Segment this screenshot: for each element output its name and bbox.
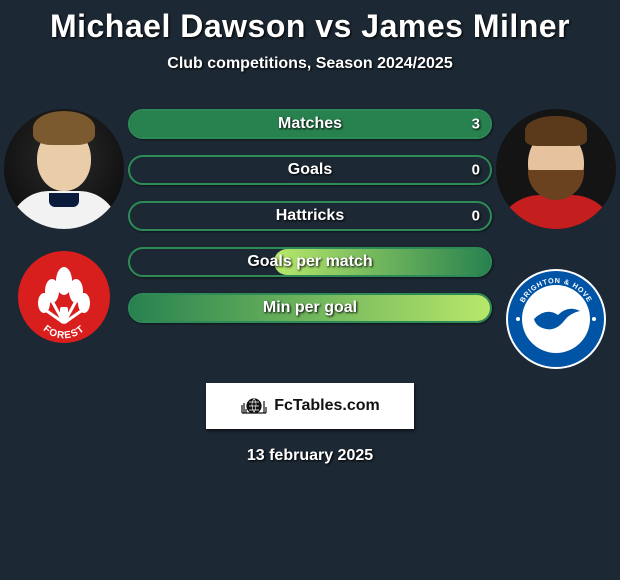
stats-column: Matches 3 Goals 0 Hattricks 0 Goals per match M…	[124, 103, 496, 339]
team-left-badge: FOREST	[18, 251, 110, 343]
team-right-badge: BRIGHTON & HOVE ALBION	[506, 269, 606, 369]
fctables-logo-icon	[240, 395, 268, 417]
source-badge: FcTables.com	[206, 383, 414, 429]
stat-row: Hattricks 0	[128, 201, 492, 231]
comparison-card: Michael Dawson vs James Milner Club comp…	[0, 0, 620, 580]
stat-label: Min per goal	[263, 299, 357, 317]
page-title: Michael Dawson vs James Milner	[0, 8, 620, 45]
stat-value-right: 0	[472, 162, 480, 179]
stat-label: Matches	[278, 115, 342, 133]
content-row: FOREST Matches 3 Goals 0 Hattricks 0 Goals per…	[0, 103, 620, 369]
stat-value-right: 3	[472, 116, 480, 133]
stat-label: Hattricks	[276, 207, 344, 225]
forest-tree-icon: FOREST	[18, 251, 110, 343]
player-left-hair	[33, 111, 95, 145]
player-left-head	[37, 127, 91, 191]
team-left-text: FOREST	[41, 323, 87, 341]
date-label: 13 february 2025	[0, 447, 620, 465]
brighton-badge-icon: BRIGHTON & HOVE ALBION	[506, 269, 606, 369]
left-column: FOREST	[4, 103, 124, 343]
stat-row: Goals 0	[128, 155, 492, 185]
svg-text:FOREST: FOREST	[41, 323, 87, 341]
stat-row: Goals per match	[128, 247, 492, 277]
stat-label: Goals	[288, 161, 332, 179]
player-left-avatar	[4, 109, 124, 229]
subtitle: Club competitions, Season 2024/2025	[0, 55, 620, 73]
stat-row: Matches 3	[128, 109, 492, 139]
source-label: FcTables.com	[274, 397, 380, 415]
player-right-avatar	[496, 109, 616, 229]
player-left-collar	[49, 193, 79, 207]
player-right-hair	[525, 116, 587, 146]
player-right-torso	[496, 195, 616, 229]
stat-row: Min per goal	[128, 293, 492, 323]
stat-label: Goals per match	[247, 253, 372, 271]
player-right-head	[528, 130, 584, 196]
stat-value-right: 0	[472, 208, 480, 225]
right-column: BRIGHTON & HOVE ALBION	[496, 103, 616, 369]
